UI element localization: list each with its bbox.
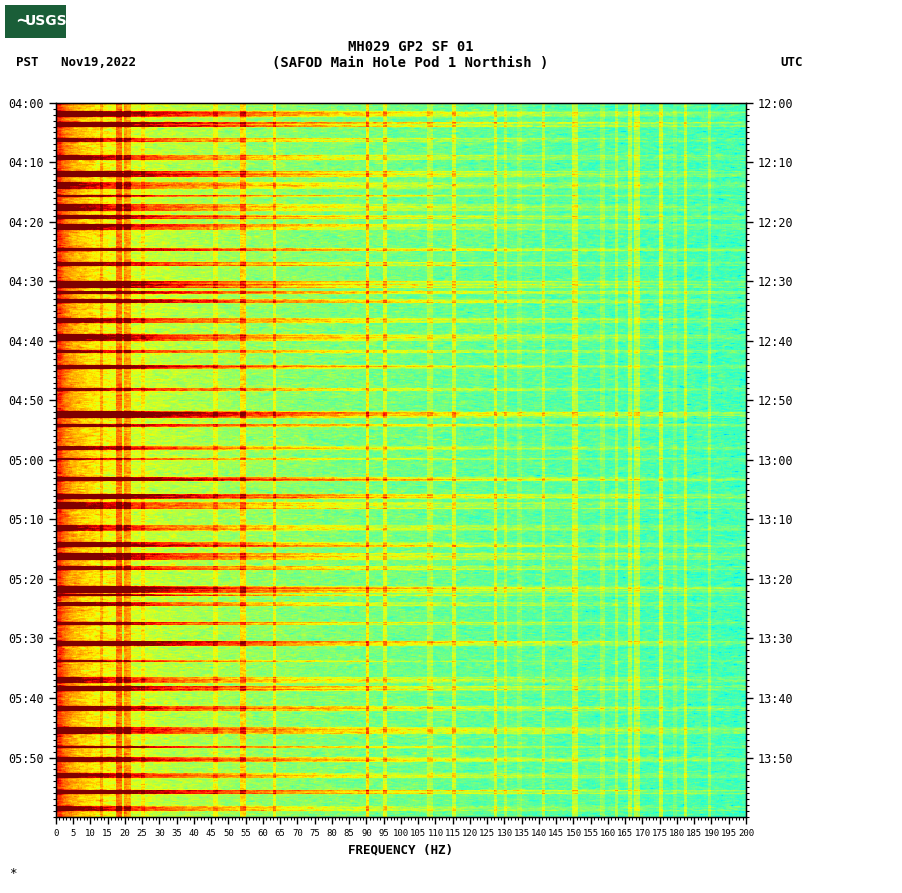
Text: USGS: USGS (25, 14, 68, 29)
Text: ∼: ∼ (15, 12, 31, 29)
Text: MH029 GP2 SF 01: MH029 GP2 SF 01 (347, 40, 474, 54)
Text: *: * (9, 867, 16, 880)
X-axis label: FREQUENCY (HZ): FREQUENCY (HZ) (348, 844, 454, 856)
Text: PST   Nov19,2022: PST Nov19,2022 (16, 56, 136, 70)
Text: UTC: UTC (780, 56, 803, 70)
Text: (SAFOD Main Hole Pod 1 Northish ): (SAFOD Main Hole Pod 1 Northish ) (272, 56, 548, 71)
